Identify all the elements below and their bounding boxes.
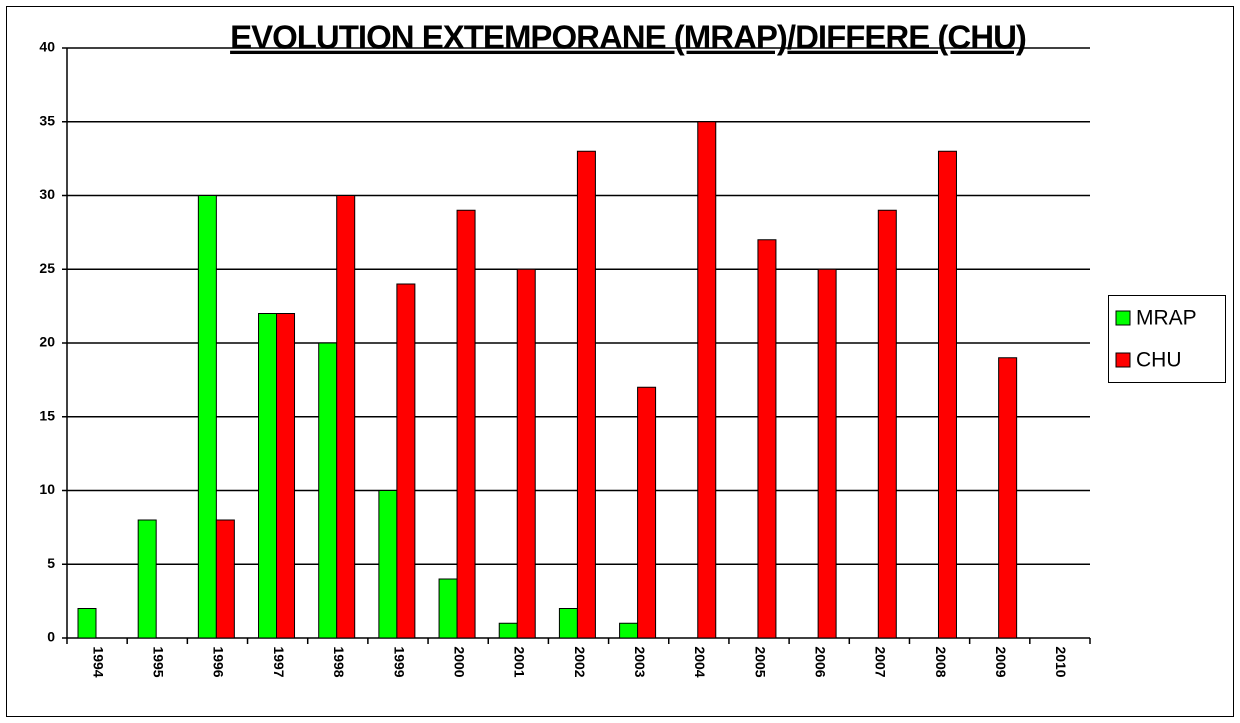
x-tick-label: 2009 [993,646,1009,677]
bar [757,239,777,639]
x-tick-label: 2008 [933,646,949,677]
bar [396,283,416,639]
x-tick-label: 1995 [151,646,167,677]
bar [558,608,578,639]
bar [697,121,717,639]
bar [998,357,1018,639]
bar [215,519,235,639]
legend-swatch [1115,310,1131,326]
y-tick-label: 25 [39,260,55,276]
bar [438,578,458,639]
x-tick-label: 1994 [90,646,106,677]
legend-box [1108,295,1226,383]
bar [137,519,157,639]
y-tick-label: 5 [47,555,55,571]
bar [197,195,217,639]
x-tick-label: 1999 [391,646,407,677]
y-tick-label: 0 [47,629,55,645]
bar [498,622,518,639]
x-tick-label: 2005 [752,646,768,677]
x-tick-label: 2001 [512,646,528,677]
y-tick-label: 35 [39,112,55,128]
bar [258,313,278,639]
x-tick-label: 2004 [692,646,708,677]
x-tick-label: 2003 [632,646,648,677]
bar [637,386,657,639]
y-tick-label: 40 [39,39,55,55]
x-tick-label: 2010 [1053,646,1069,677]
bar [619,622,639,639]
bar [516,268,536,639]
bar [456,209,476,639]
legend-label: MRAP [1136,307,1197,330]
bar [817,268,837,639]
bar [77,608,97,639]
x-tick-label: 1997 [271,646,287,677]
x-tick-label: 2006 [813,646,829,677]
bar [336,195,356,639]
chart-title: EVOLUTION EXTEMPORANE (MRAP)/DIFFERE (CH… [230,19,1026,56]
y-tick-label: 30 [39,186,55,202]
chart-border [6,6,1234,717]
y-tick-label: 10 [39,481,55,497]
bar [378,490,398,639]
x-tick-label: 1998 [331,646,347,677]
y-tick-label: 20 [39,334,55,350]
legend-label: CHU [1136,349,1182,372]
bar [937,150,957,639]
bar [276,313,296,639]
legend-swatch [1115,352,1131,368]
x-tick-label: 2002 [572,646,588,677]
bar [318,342,338,639]
x-tick-label: 2000 [451,646,467,677]
bar [576,150,596,639]
y-tick-label: 15 [39,407,55,423]
x-tick-label: 1996 [211,646,227,677]
x-tick-label: 2007 [873,646,889,677]
bar [877,209,897,639]
